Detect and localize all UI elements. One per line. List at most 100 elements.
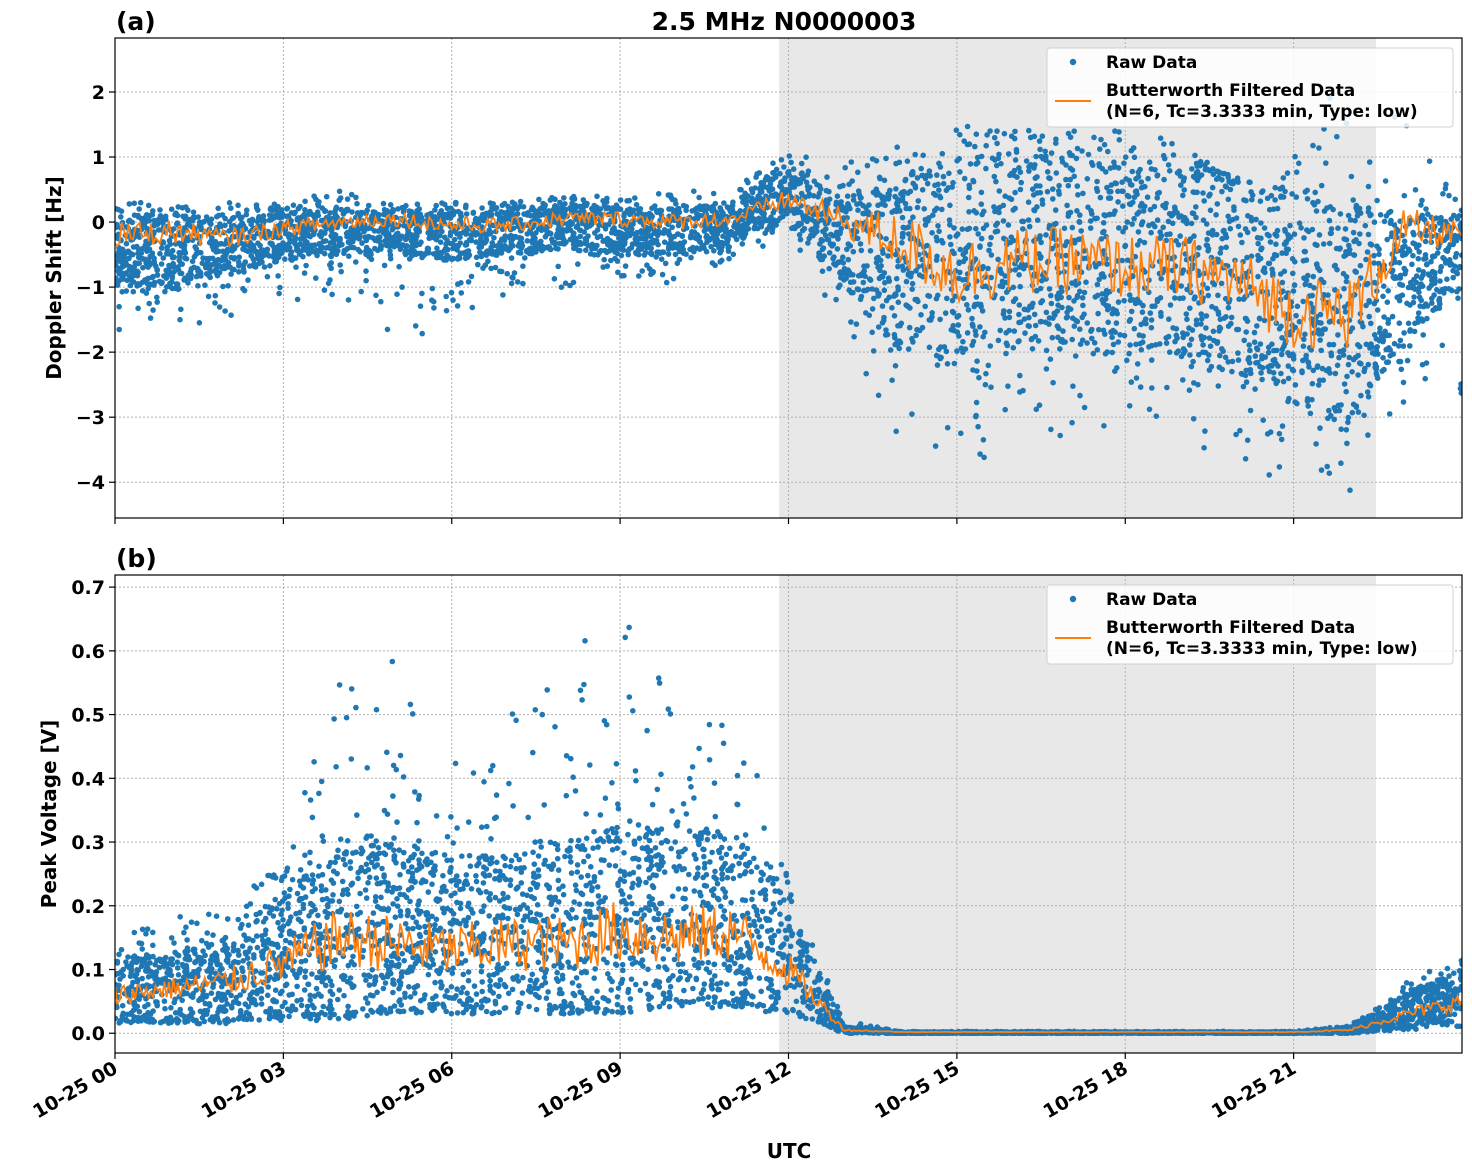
- raw-data-point: [443, 307, 450, 314]
- raw-data-point: [1399, 282, 1406, 289]
- raw-data-point: [166, 262, 172, 269]
- raw-data-point: [1305, 360, 1312, 366]
- raw-data-point: [934, 362, 941, 368]
- raw-data-point: [675, 206, 682, 212]
- raw-data-point: [965, 307, 972, 313]
- raw-data-point: [940, 180, 947, 187]
- raw-data-point: [1289, 191, 1295, 197]
- raw-data-point: [418, 239, 424, 245]
- raw-data-point: [1187, 305, 1193, 312]
- raw-data-point: [349, 209, 355, 215]
- raw-data-point: [1357, 231, 1363, 237]
- raw-data-point: [1458, 390, 1462, 396]
- raw-data-point: [370, 209, 377, 215]
- raw-data-point: [1043, 347, 1050, 354]
- raw-data-point: [608, 257, 614, 264]
- raw-data-point: [1270, 206, 1277, 212]
- raw-data-point: [1219, 188, 1225, 195]
- raw-data-point: [1131, 154, 1138, 161]
- raw-data-point: [1119, 179, 1125, 185]
- raw-data-point: [1126, 318, 1133, 324]
- raw-data-point: [1044, 169, 1051, 175]
- raw-data-point: [1196, 245, 1202, 251]
- raw-data-point: [869, 286, 875, 292]
- raw-data-point: [884, 331, 891, 338]
- raw-data-point: [492, 206, 499, 212]
- raw-data-point: [655, 241, 661, 248]
- raw-data-point: [1416, 284, 1423, 291]
- raw-data-point: [1048, 150, 1055, 156]
- raw-data-point: [805, 240, 811, 246]
- raw-data-point: [1104, 261, 1110, 267]
- raw-data-point: [883, 155, 889, 162]
- raw-data-point: [1340, 347, 1347, 354]
- raw-data-point: [1413, 273, 1420, 279]
- raw-data-point: [416, 228, 423, 235]
- raw-data-point: [1313, 208, 1320, 214]
- raw-data-point: [877, 257, 884, 264]
- raw-data-point: [1096, 161, 1102, 167]
- raw-data-point: [1069, 419, 1075, 426]
- raw-data-point: [458, 290, 465, 296]
- raw-data-point: [960, 258, 967, 265]
- raw-data-point: [680, 202, 687, 209]
- raw-data-point: [1415, 255, 1422, 262]
- raw-data-point: [933, 352, 940, 359]
- raw-data-point: [348, 191, 355, 198]
- raw-data-point: [843, 275, 849, 282]
- raw-data-point: [1094, 281, 1101, 288]
- raw-data-point: [972, 328, 979, 334]
- raw-data-point: [857, 296, 864, 303]
- raw-data-point: [1396, 343, 1402, 349]
- raw-data-point: [1318, 320, 1324, 326]
- raw-data-point: [1253, 345, 1260, 351]
- raw-data-point: [767, 178, 773, 184]
- raw-data-point: [1219, 177, 1225, 183]
- raw-data-points: [115, 95, 1462, 494]
- raw-data-point: [1334, 133, 1340, 140]
- raw-data-point: [282, 256, 288, 262]
- raw-data-point: [1121, 160, 1127, 166]
- raw-data-point: [190, 209, 197, 215]
- raw-data-point: [600, 264, 606, 270]
- raw-data-point: [858, 247, 865, 254]
- raw-data-point: [1121, 332, 1128, 339]
- raw-data-point: [576, 227, 583, 233]
- raw-data-point: [982, 381, 989, 388]
- raw-data-point: [1273, 241, 1279, 247]
- raw-data-point: [1109, 349, 1115, 356]
- raw-data-point: [1394, 275, 1400, 281]
- raw-data-point: [1215, 383, 1222, 389]
- raw-data-point: [1317, 425, 1323, 431]
- raw-data-point: [1036, 402, 1043, 409]
- raw-data-point: [1331, 263, 1338, 269]
- raw-data-point: [1343, 388, 1349, 395]
- raw-data-point: [1225, 213, 1231, 220]
- raw-data-point: [1443, 181, 1449, 188]
- raw-data-point: [1017, 186, 1024, 193]
- raw-data-point: [986, 247, 992, 254]
- raw-data-point: [268, 216, 275, 223]
- raw-data-point: [280, 240, 286, 246]
- raw-data-point: [529, 250, 535, 256]
- raw-data-point: [960, 338, 966, 345]
- raw-data-point: [594, 234, 601, 241]
- raw-data-point: [1402, 243, 1408, 249]
- raw-data-point: [1265, 349, 1272, 356]
- raw-data-point: [1050, 186, 1056, 192]
- raw-data-point: [1258, 246, 1264, 253]
- raw-data-point: [533, 215, 540, 221]
- raw-data-point: [1381, 218, 1388, 225]
- raw-data-point: [651, 227, 657, 233]
- raw-data-point: [885, 253, 891, 259]
- raw-data-point: [1005, 151, 1012, 157]
- raw-data-point: [1060, 328, 1066, 334]
- raw-data-point: [488, 265, 494, 272]
- raw-data-point: [471, 231, 478, 237]
- raw-data-point: [260, 213, 267, 219]
- raw-data-point: [1242, 226, 1249, 232]
- raw-data-point: [1448, 216, 1454, 222]
- raw-data-point: [1133, 375, 1140, 381]
- raw-data-point: [717, 259, 723, 265]
- raw-data-point: [501, 245, 507, 252]
